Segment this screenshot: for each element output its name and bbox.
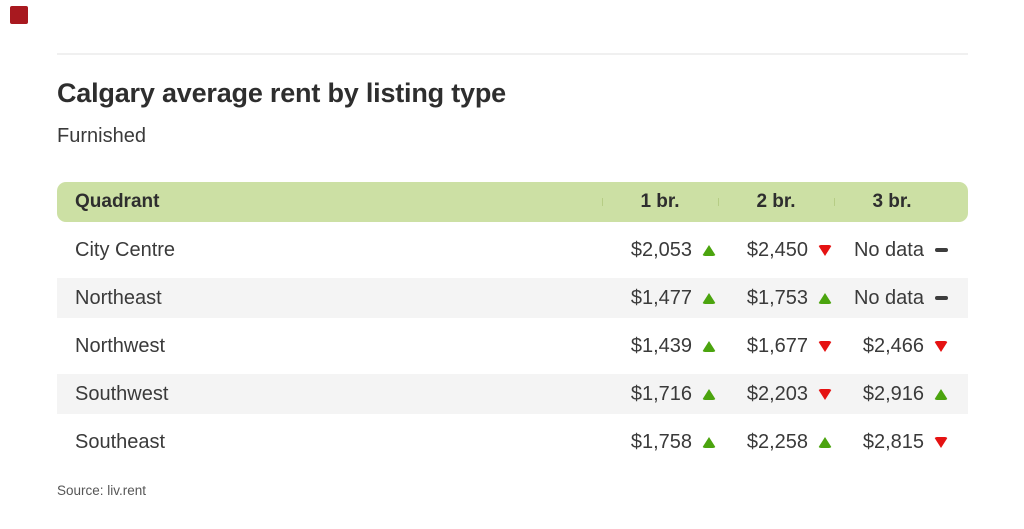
rent-cell-1br: $1,439 [602, 335, 718, 358]
table-row: Southeast $1,758 $2,258 $2,815 [57, 422, 968, 462]
rent-value: No data [853, 238, 924, 261]
top-divider [57, 53, 968, 55]
rent-cell-1br: $1,716 [602, 383, 718, 406]
trend-up-icon [702, 436, 716, 448]
column-header-3br: 3 br. [834, 191, 950, 213]
trend-up-icon [818, 292, 832, 304]
rent-cell-1br: $1,758 [602, 431, 718, 454]
column-header-quadrant: Quadrant [75, 191, 160, 212]
trend-down-icon [818, 388, 832, 400]
table-row: City Centre $2,053 $2,450 No data [57, 230, 968, 270]
rent-value: $1,716 [630, 382, 692, 405]
rent-value: $2,053 [630, 238, 692, 261]
rent-value: $1,753 [746, 286, 808, 309]
rent-cell-3br: $2,916 [834, 383, 950, 406]
rent-value: $2,258 [746, 430, 808, 453]
trend-up-icon [702, 340, 716, 352]
rent-value: $2,466 [862, 334, 924, 357]
rent-cell-3br: No data [834, 239, 950, 262]
no-data-dash-icon [934, 244, 948, 256]
rent-cell-2br: $2,203 [718, 383, 834, 406]
rent-cell-3br: $2,466 [834, 335, 950, 358]
livrent-logo [10, 6, 28, 24]
source-note: Source: liv.rent [57, 483, 147, 498]
trend-down-icon [934, 340, 948, 352]
rent-cell-1br: $2,053 [602, 239, 718, 262]
rent-cell-2br: $1,753 [718, 287, 834, 310]
table-row: Southwest $1,716 $2,203 $2,916 [57, 374, 968, 414]
page-title: Calgary average rent by listing type [57, 78, 506, 108]
rent-value: $1,677 [746, 334, 808, 357]
rent-value: $1,439 [630, 334, 692, 357]
quadrant-cell: City Centre [75, 238, 176, 261]
table-body: City Centre $2,053 $2,450 No data Northe… [57, 230, 968, 462]
quadrant-cell: Northwest [75, 334, 166, 357]
quadrant-cell: Southeast [75, 430, 166, 453]
rent-value: $2,916 [862, 382, 924, 405]
page-subtitle: Furnished [57, 125, 146, 147]
trend-up-icon [818, 436, 832, 448]
rent-cell-3br: $2,815 [834, 431, 950, 454]
no-data-dash-icon [934, 292, 948, 304]
rent-value: $1,477 [630, 286, 692, 309]
trend-up-icon [702, 292, 716, 304]
rent-cell-2br: $1,677 [718, 335, 834, 358]
rent-value: $2,815 [862, 430, 924, 453]
quadrant-cell: Southwest [75, 382, 169, 405]
rent-value: No data [853, 286, 924, 309]
rent-value: $2,450 [746, 238, 808, 261]
rent-cell-2br: $2,258 [718, 431, 834, 454]
quadrant-cell: Northeast [75, 286, 162, 309]
table-header-row: Quadrant 1 br. 2 br. 3 br. [57, 182, 968, 222]
column-header-2br: 2 br. [718, 191, 834, 213]
trend-up-icon [702, 388, 716, 400]
trend-up-icon [934, 388, 948, 400]
trend-down-icon [934, 436, 948, 448]
rent-value: $2,203 [746, 382, 808, 405]
rent-cell-3br: No data [834, 287, 950, 310]
trend-down-icon [818, 340, 832, 352]
trend-up-icon [702, 244, 716, 256]
table-row: Northeast $1,477 $1,753 No data [57, 278, 968, 318]
table-row: Northwest $1,439 $1,677 $2,466 [57, 326, 968, 366]
rent-cell-1br: $1,477 [602, 287, 718, 310]
rent-value: $1,758 [630, 430, 692, 453]
trend-down-icon [818, 244, 832, 256]
rent-table: Quadrant 1 br. 2 br. 3 br. City Centre $… [57, 182, 968, 462]
column-header-1br: 1 br. [602, 191, 718, 213]
rent-cell-2br: $2,450 [718, 239, 834, 262]
